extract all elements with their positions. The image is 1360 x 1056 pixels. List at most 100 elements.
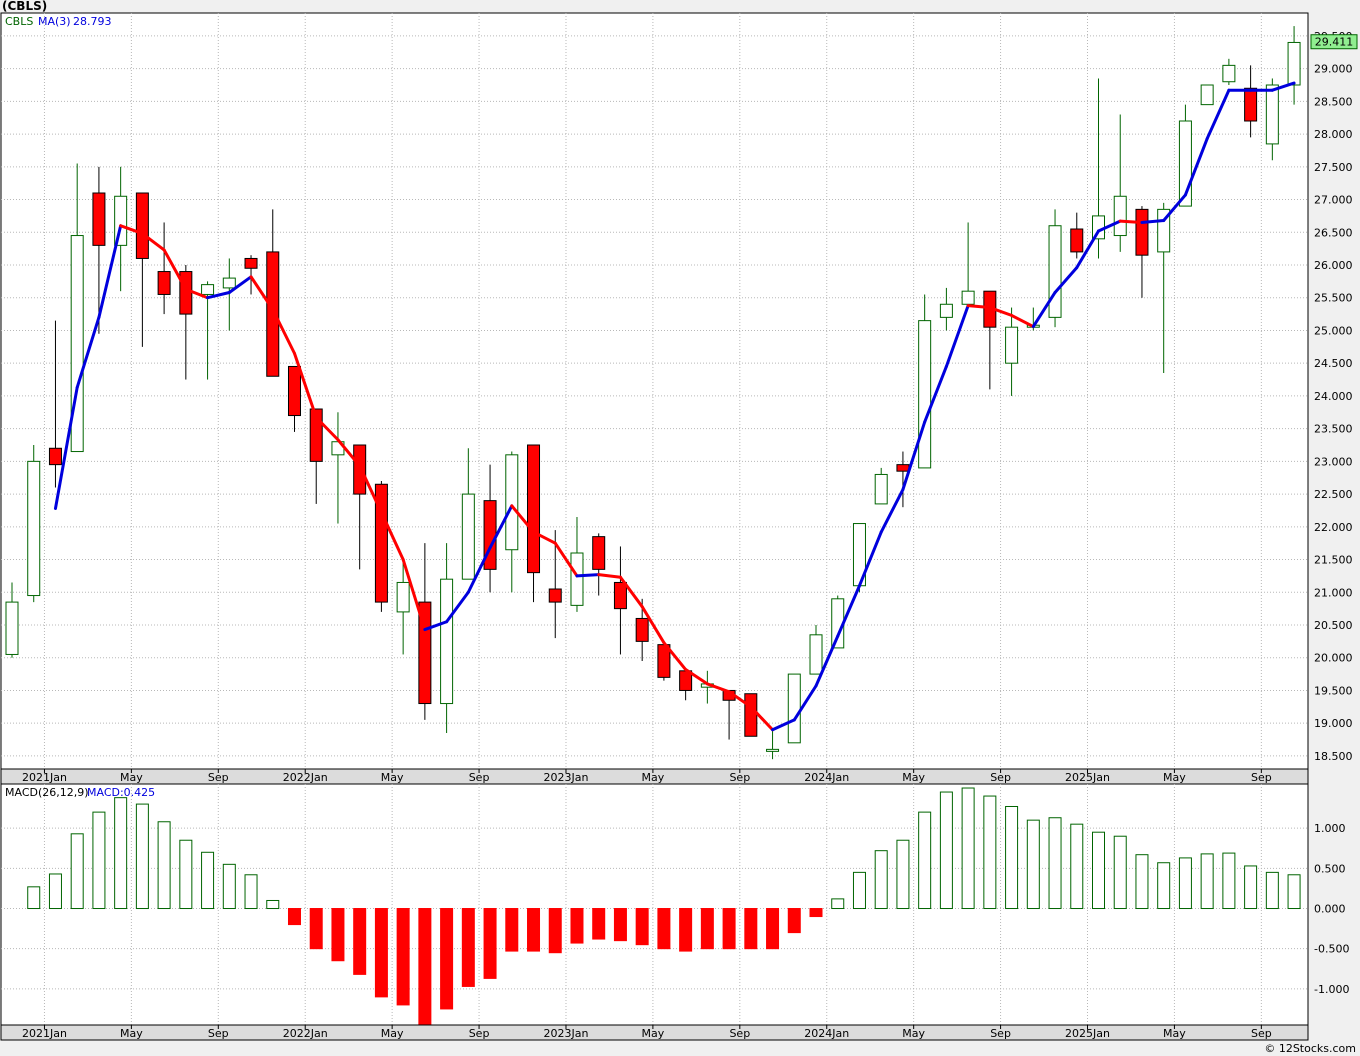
- candle-body: [635, 617, 649, 642]
- ma-segment: [75, 315, 101, 389]
- candle: [635, 598, 649, 661]
- ma-segment: [1270, 81, 1296, 92]
- macd-bar: [1287, 874, 1301, 910]
- macd-bar: [157, 821, 171, 910]
- macd-bar: [657, 908, 671, 950]
- macd-x-tick-label: Sep: [208, 1027, 229, 1040]
- price-y-tick-label: 23.500: [1314, 423, 1353, 436]
- macd-grid: [1, 784, 1308, 1025]
- ma-segment: [488, 504, 514, 550]
- macd-bar: [1178, 857, 1192, 910]
- candle-body: [766, 748, 780, 752]
- candle: [374, 481, 388, 612]
- macd-legend-label: MACD(26,12,9): [5, 786, 89, 799]
- macd-bar: [635, 908, 649, 946]
- ma-segment: [684, 668, 709, 686]
- macd-bar: [722, 908, 736, 950]
- macd-x-axis-strip: [0, 1024, 1309, 1041]
- macd-x-tick-label: Sep: [990, 1027, 1011, 1040]
- price-y-tick-label: 20.500: [1314, 619, 1353, 632]
- macd-legend-value: MACD:0.425: [87, 786, 155, 799]
- ma-segment: [749, 705, 775, 732]
- price-x-tick-label: Sep: [208, 771, 229, 784]
- candle-body: [918, 320, 932, 469]
- price-y-tick-label: 21.500: [1314, 554, 1353, 567]
- price-x-tick-label: 2024Jan: [804, 771, 849, 784]
- ma-segment: [553, 541, 579, 578]
- ma-segment: [336, 438, 362, 468]
- macd-bar: [548, 908, 562, 954]
- price-y-axis: 18.500 19.000 19.500 20.000 20.500 21.000 21.5…: [1314, 30, 1353, 763]
- macd-y-tick-label: 0.500: [1314, 862, 1346, 875]
- candle-body: [744, 693, 758, 737]
- macd-bar: [201, 851, 215, 910]
- ma-segment: [271, 308, 296, 355]
- macd-bar: [527, 908, 541, 952]
- candle: [266, 209, 280, 377]
- macd-bar: [48, 873, 62, 910]
- ma-segment: [944, 304, 970, 368]
- macd-bar: [896, 839, 910, 910]
- macd-bar: [266, 899, 280, 910]
- candle: [831, 595, 845, 649]
- candle: [983, 290, 997, 390]
- ma-segment: [705, 682, 731, 694]
- price-x-tick-label: Sep: [990, 771, 1011, 784]
- candle-body: [613, 581, 627, 610]
- candle-body: [939, 303, 953, 318]
- macd-x-tick-label: May: [902, 1027, 925, 1040]
- candle-body: [201, 284, 215, 295]
- candle-body: [1244, 87, 1258, 122]
- macd-bar: [418, 908, 432, 1026]
- candle-body: [896, 464, 910, 472]
- macd-panel: [0, 783, 1309, 1026]
- macd-bar: [331, 908, 345, 962]
- ma-segment: [358, 464, 383, 514]
- ma-legend-label: MA(3): [38, 15, 71, 28]
- candle: [787, 673, 801, 744]
- macd-bar: [766, 908, 780, 950]
- macd-bar: [1092, 831, 1105, 910]
- price-y-tick-label: 29.000: [1314, 63, 1353, 76]
- ma-segment: [966, 304, 992, 310]
- macd-bar: [70, 833, 84, 910]
- candle-body: [592, 536, 606, 570]
- ma-segment: [1010, 313, 1035, 329]
- macd-bar: [1222, 852, 1236, 910]
- candle-body: [961, 290, 975, 305]
- ma-segment: [206, 290, 231, 300]
- ma-segment: [532, 530, 557, 545]
- macd-bar: [1135, 854, 1149, 910]
- price-y-tick-label: 26.500: [1314, 226, 1353, 239]
- candle: [1048, 209, 1062, 328]
- price-x-tick-label: 2023Jan: [544, 771, 589, 784]
- price-x-tick-label: Sep: [1251, 771, 1272, 784]
- macd-x-tick-label: 2021Jan: [22, 1027, 67, 1040]
- candle: [1005, 307, 1019, 396]
- ma-segment: [1140, 218, 1166, 224]
- candle: [527, 444, 541, 603]
- candle: [918, 294, 932, 469]
- macd-bar: [135, 803, 149, 910]
- candle: [27, 445, 41, 603]
- ma-segment: [597, 573, 622, 579]
- ma-segment: [575, 573, 601, 578]
- candle: [809, 625, 823, 675]
- last-price-text: 29.411: [1315, 36, 1354, 49]
- ma-segment: [771, 718, 796, 732]
- candle-body: [287, 365, 301, 417]
- ma-segment: [923, 364, 948, 424]
- candle-body: [1200, 84, 1214, 106]
- macd-bar: [918, 811, 932, 910]
- price-y-tick-label: 24.000: [1314, 390, 1353, 403]
- last-price-badge: [1310, 34, 1358, 50]
- price-x-tick-label: May: [381, 771, 404, 784]
- ma-line: [53, 81, 1296, 732]
- ma-legend-value: 28.793: [73, 15, 112, 28]
- price-y-tick-label: 23.000: [1314, 455, 1353, 468]
- candle-body: [1048, 225, 1062, 318]
- candle-body: [5, 601, 19, 655]
- candle-body: [92, 192, 106, 246]
- macd-x-tick-label: May: [642, 1027, 665, 1040]
- macd-bar: [831, 898, 845, 910]
